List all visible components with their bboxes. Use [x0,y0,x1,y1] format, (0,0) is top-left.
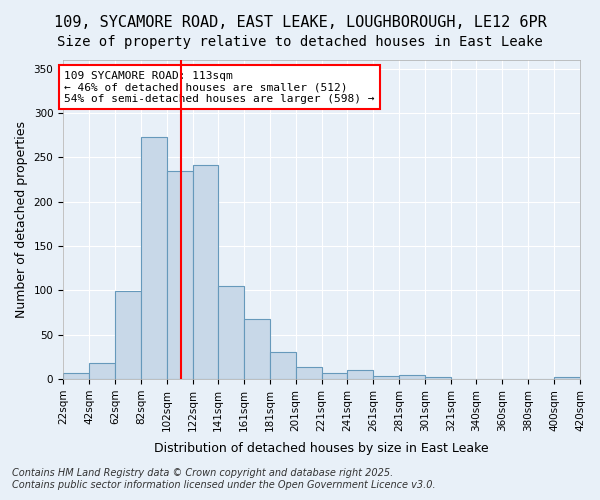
Bar [554,378,580,379]
Bar [141,137,167,379]
Bar [296,366,322,379]
Bar [269,352,296,379]
Text: Size of property relative to detached houses in East Leake: Size of property relative to detached ho… [57,35,543,49]
Bar [244,319,269,379]
Bar [218,286,244,379]
Bar [167,171,193,379]
Bar [347,370,373,379]
Y-axis label: Number of detached properties: Number of detached properties [15,121,28,318]
Bar [193,164,218,379]
Bar [63,373,89,379]
Bar [425,378,451,379]
Text: Contains HM Land Registry data © Crown copyright and database right 2025.
Contai: Contains HM Land Registry data © Crown c… [12,468,436,490]
X-axis label: Distribution of detached houses by size in East Leake: Distribution of detached houses by size … [154,442,489,455]
Bar [373,376,400,379]
Bar [322,373,347,379]
Bar [400,376,425,379]
Bar [115,292,141,379]
Bar [89,363,115,379]
Text: 109, SYCAMORE ROAD, EAST LEAKE, LOUGHBOROUGH, LE12 6PR: 109, SYCAMORE ROAD, EAST LEAKE, LOUGHBOR… [53,15,547,30]
Text: 109 SYCAMORE ROAD: 113sqm
← 46% of detached houses are smaller (512)
54% of semi: 109 SYCAMORE ROAD: 113sqm ← 46% of detac… [64,70,375,104]
